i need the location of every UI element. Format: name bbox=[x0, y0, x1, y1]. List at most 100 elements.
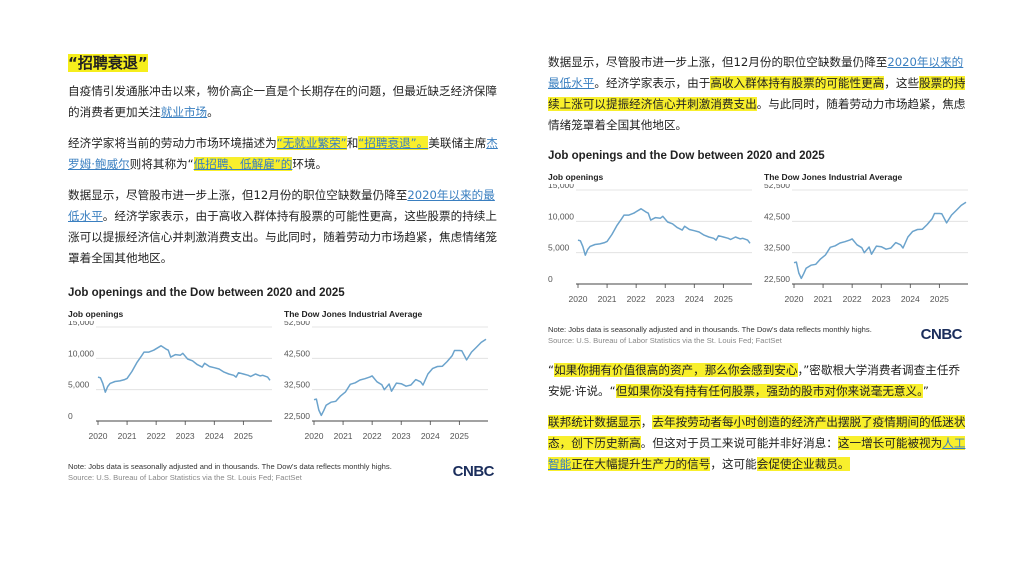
y-tick-label: 5,000 bbox=[548, 243, 570, 253]
chart-label: Job openings bbox=[68, 309, 124, 319]
text: 经济学家将当前的劳动力市场环境描述为 bbox=[68, 136, 277, 150]
inline-link[interactable]: 杰罗姆·鲍威尔 bbox=[68, 136, 498, 171]
dow-chart: The Dow Jones Industrial Average 22,500 3… bbox=[284, 309, 488, 453]
left-article-page: “招聘衰退” 自疫情引发通胀冲击以来，物价高企一直是个长期存在的问题，但最近缺乏… bbox=[68, 52, 500, 483]
data-series-line bbox=[97, 345, 271, 393]
dow-plot: 22,500 32,500 42,500 52,500 2020 2021 2022 2023… bbox=[284, 317, 488, 441]
highlighted-text: 这一增长可能被视为 bbox=[837, 436, 943, 450]
x-tick-label: 2020 bbox=[569, 294, 588, 304]
highlighted-text: 联邦统计数据显示 bbox=[548, 415, 641, 429]
source-text: Source: U.S. Bureau of Labor Statistics … bbox=[68, 473, 302, 482]
x-tick-label: 2025 bbox=[930, 294, 949, 304]
text: 数据显示，尽管股市进一步上涨，但12月份的职位空缺数量仍降至 bbox=[68, 188, 408, 202]
text: ， bbox=[640, 415, 653, 429]
data-series-line bbox=[577, 208, 751, 256]
x-tick-label: 2022 bbox=[843, 294, 862, 304]
chart-figure: Job openings and the Dow between 2020 an… bbox=[548, 150, 968, 346]
source-text: Source: U.S. Bureau of Labor Statistics … bbox=[548, 336, 782, 345]
inline-link[interactable]: 就业市场 bbox=[160, 105, 208, 119]
chart-figure: Job openings and the Dow between 2020 an… bbox=[68, 287, 500, 483]
x-tick-label: 2024 bbox=[205, 431, 224, 441]
figure-note: Note: Jobs data is seasonally adjusted a… bbox=[68, 461, 500, 483]
figure-title: Job openings and the Dow between 2020 an… bbox=[68, 287, 345, 299]
highlighted-text: 正在大幅提升生产力的信号 bbox=[571, 457, 711, 471]
section-heading: “招聘衰退” bbox=[68, 54, 148, 72]
x-tick-label: 2025 bbox=[714, 294, 733, 304]
text: ” bbox=[922, 384, 929, 398]
job-openings-plot: 0 5,000 10,000 15,000 2020 2021 2022 2023 2024 20… bbox=[548, 180, 752, 304]
paragraph: 数据显示，尽管股市进一步上涨，但12月份的职位空缺数量仍降至2020年以来的最低… bbox=[548, 52, 968, 136]
y-tick-label: 42,500 bbox=[764, 211, 790, 221]
y-tick-label: 10,000 bbox=[68, 348, 94, 358]
figure-note: Note: Jobs data is seasonally adjusted a… bbox=[548, 324, 968, 346]
text: 。与此同时，随着劳动力市场趋紧，焦虑情绪笼罩着全国其他地区。 bbox=[548, 97, 966, 132]
text: 则将其称为“ bbox=[129, 157, 194, 171]
text: 自疫情引发通胀冲击以来，物价高企一直是个长期存在的问题，但最近缺乏经济保障的消费… bbox=[68, 84, 497, 119]
y-tick-label: 15,000 bbox=[548, 184, 574, 190]
text: 。但这对于员工来说可能并非好消息： bbox=[640, 436, 838, 450]
text: 。经济学家表示，由于高收入群体持有股票的可能性更高，这些股票的持续上涨可以提振经… bbox=[68, 209, 497, 265]
job-openings-plot: 0 5,000 10,000 15,000 2020 2021 2022 2023 2024 20… bbox=[68, 317, 272, 441]
x-tick-label: 2023 bbox=[176, 431, 195, 441]
inline-link[interactable]: 低招聘、低解雇”的 bbox=[193, 157, 293, 171]
y-tick-label: 32,500 bbox=[284, 380, 310, 390]
cnbc-logo: CNBC bbox=[452, 463, 495, 480]
y-tick-label: 52,500 bbox=[764, 184, 790, 190]
y-tick-label: 10,000 bbox=[548, 211, 574, 221]
x-tick-label: 2020 bbox=[785, 294, 804, 304]
chart-label: Job openings bbox=[548, 172, 604, 182]
inline-link[interactable]: “招聘衰退”。 bbox=[358, 136, 429, 150]
job-openings-chart: Job openings 0 5,000 10,000 15,000 2020 2021 2… bbox=[548, 172, 752, 316]
highlighted-text: 高收入群体持有股票的可能性更高 bbox=[710, 76, 885, 90]
x-tick-label: 2024 bbox=[421, 431, 440, 441]
x-tick-label: 2024 bbox=[901, 294, 920, 304]
x-tick-label: 2023 bbox=[392, 431, 411, 441]
text: ，这些 bbox=[884, 76, 920, 90]
highlighted-text: 会促使企业裁员。 bbox=[756, 457, 850, 471]
inline-link[interactable]: “无就业繁荣” bbox=[276, 136, 347, 150]
note-text: Note: Jobs data is seasonally adjusted a… bbox=[68, 462, 392, 471]
text: ，”密歇根大学消费者调查主任乔安妮·许说。“ bbox=[548, 363, 961, 398]
paragraph: 经济学家将当前的劳动力市场环境描述为“无就业繁荣”和“招聘衰退”。美联储主席杰罗… bbox=[68, 133, 500, 175]
x-tick-label: 2021 bbox=[598, 294, 617, 304]
x-tick-label: 2022 bbox=[627, 294, 646, 304]
x-tick-label: 2020 bbox=[89, 431, 108, 441]
x-tick-label: 2025 bbox=[234, 431, 253, 441]
x-tick-label: 2021 bbox=[118, 431, 137, 441]
y-tick-label: 5,000 bbox=[68, 380, 90, 390]
right-article-page: 数据显示，尽管股市进一步上涨，但12月份的职位空缺数量仍降至2020年以来的最低… bbox=[548, 52, 968, 485]
note-text: Note: Jobs data is seasonally adjusted a… bbox=[548, 325, 872, 334]
job-openings-chart: Job openings 0 5,000 10,000 15,000 2020 2021 2… bbox=[68, 309, 272, 453]
highlighted-text: 但如果你没有持有任何股票，强劲的股市对你来说毫无意义。 bbox=[615, 384, 923, 398]
x-tick-label: 2025 bbox=[450, 431, 469, 441]
text: ，这可能 bbox=[710, 457, 757, 471]
inline-link[interactable]: 2020年以来的最低水平 bbox=[548, 55, 964, 90]
cnbc-logo: CNBC bbox=[920, 326, 963, 343]
chart-label: The Dow Jones Industrial Average bbox=[284, 309, 423, 319]
inline-link[interactable]: 2020年以来的最低水平 bbox=[68, 188, 495, 223]
x-tick-label: 2022 bbox=[147, 431, 166, 441]
dow-plot: 22,500 32,500 42,500 52,500 2020 2021 2022 2023… bbox=[764, 180, 968, 304]
article-body-continued: “如果你拥有价值很高的资产，那么你会感到安心，”密歇根大学消费者调查主任乔安妮·… bbox=[548, 360, 968, 475]
x-tick-label: 2020 bbox=[305, 431, 324, 441]
y-tick-label: 42,500 bbox=[284, 348, 310, 358]
dow-chart: The Dow Jones Industrial Average 22,500 3… bbox=[764, 172, 968, 316]
article-body: 自疫情引发通胀冲击以来，物价高企一直是个长期存在的问题，但最近缺乏经济保障的消费… bbox=[68, 81, 500, 269]
y-tick-label: 22,500 bbox=[764, 274, 790, 284]
text: 。 bbox=[207, 105, 219, 119]
text: 美联储主席 bbox=[428, 136, 487, 150]
y-tick-label: 0 bbox=[548, 274, 553, 284]
y-tick-label: 22,500 bbox=[284, 411, 310, 421]
x-tick-label: 2022 bbox=[363, 431, 382, 441]
text: “ bbox=[548, 363, 555, 377]
article-body: 数据显示，尽管股市进一步上涨，但12月份的职位空缺数量仍降至2020年以来的最低… bbox=[548, 52, 968, 136]
x-tick-label: 2021 bbox=[334, 431, 353, 441]
data-series-line bbox=[793, 201, 967, 280]
x-tick-label: 2021 bbox=[814, 294, 833, 304]
figure-title: Job openings and the Dow between 2020 an… bbox=[548, 150, 825, 162]
y-tick-label: 0 bbox=[68, 411, 73, 421]
y-tick-label: 32,500 bbox=[764, 243, 790, 253]
text: 和 bbox=[346, 136, 359, 150]
paragraph: 自疫情引发通胀冲击以来，物价高企一直是个长期存在的问题，但最近缺乏经济保障的消费… bbox=[68, 81, 500, 123]
chart-label: The Dow Jones Industrial Average bbox=[764, 172, 903, 182]
